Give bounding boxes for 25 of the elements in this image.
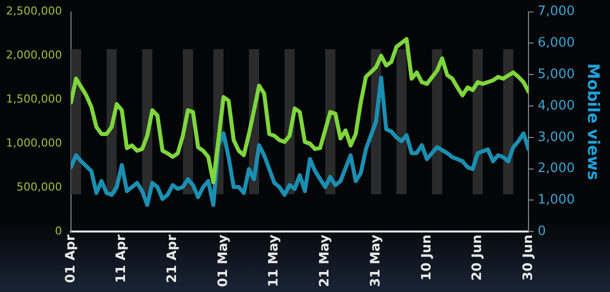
y-tick-label: 1,000,000 (6, 136, 62, 150)
y-tick-label: 2,000,000 (6, 48, 62, 62)
x-tick-label: 11 May (266, 234, 282, 288)
x-tick-label: 01 May (216, 234, 231, 288)
y2-tick-label: 4,000 (538, 98, 575, 114)
y-tick-label: 1,500,000 (6, 92, 62, 106)
x-tick-label: 10 Jun (419, 234, 434, 281)
y2-tick-label: 1,000 (538, 192, 575, 208)
y2-tick-label: 0 (538, 224, 546, 239)
x-tick-label: 01 Apr (63, 234, 78, 284)
y2-tick-label: 5,000 (538, 66, 575, 82)
x-tick-label: 21 Apr (165, 234, 180, 284)
y-tick-label: 2,500,000 (6, 4, 62, 18)
y2-tick-label: 2,000 (538, 161, 575, 176)
y-tick-label: 500,000 (16, 180, 62, 194)
y-tick-label: 0 (54, 224, 62, 238)
y2-tick-label: 6,000 (538, 36, 575, 51)
x-tick-label: 21 May (318, 234, 333, 288)
y2-tick-label: 7,000 (538, 4, 575, 20)
y2-axis-title: Mobile views (584, 63, 604, 180)
x-tick-label: 30 Jun (520, 234, 536, 281)
x-tick-label: 31 May (368, 234, 384, 288)
x-tick-label: 11 Apr (114, 234, 130, 284)
y2-tick-label: 3,000 (538, 130, 575, 145)
x-tick-label: 20 Jun (470, 234, 486, 281)
